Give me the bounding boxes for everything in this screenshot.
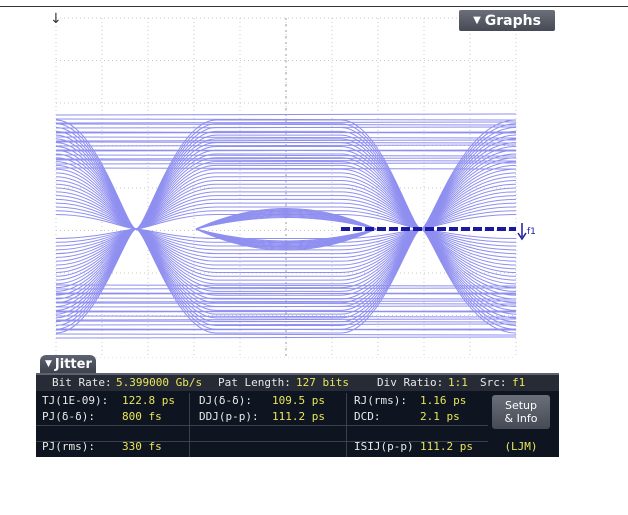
eye-trace — [55, 287, 517, 290]
eye-trace — [55, 292, 517, 295]
eye-trace — [55, 161, 517, 292]
eye-trace — [55, 302, 517, 305]
setup-label: Setup — [504, 399, 538, 412]
eye-trace — [55, 144, 517, 147]
eye-trace — [55, 315, 517, 318]
eye-trace — [55, 183, 517, 270]
jitter-info-row: Bit Rate: 5.399000 Gb/s Pat Length: 127 … — [36, 375, 559, 391]
rj-rms-label: RJ(rms): — [354, 394, 407, 407]
eye-trace — [55, 214, 517, 239]
dj-value: 109.5 ps — [272, 394, 325, 407]
window-top-border — [0, 6, 628, 7]
src-value: f1 — [512, 376, 526, 389]
eye-trace — [55, 333, 517, 336]
pj-rms-value: 330 fs — [122, 440, 162, 453]
tj-label: TJ(1E-09): — [42, 394, 109, 407]
div-ratio-label: Div Ratio: — [377, 376, 444, 389]
eye-trace — [55, 198, 517, 255]
ljm-label: (LJM) — [504, 440, 538, 453]
bit-rate-value: 5.399000 Gb/s — [116, 376, 203, 389]
graphs-menu-button[interactable]: ▼ Graphs — [459, 10, 555, 31]
pj-label: PJ(δ-δ): — [42, 410, 95, 423]
eye-trace — [55, 139, 517, 142]
eye-trace — [55, 159, 517, 162]
eye-trace — [55, 131, 517, 134]
div-ratio-value: 1:1 — [448, 376, 468, 389]
collapse-triangle-icon: ▼ — [45, 359, 52, 369]
eye-trace — [195, 217, 377, 230]
eye-trace — [55, 167, 517, 170]
setup-info-button[interactable]: Setup & Info — [492, 395, 550, 429]
pat-length-value: 127 bits — [296, 376, 349, 389]
jitter-tab-label: Jitter — [54, 356, 92, 372]
ddj-label: DDJ(p-p): — [199, 410, 259, 423]
info-label: & Info — [504, 412, 538, 425]
measurement-marker: f1 — [341, 223, 536, 241]
eye-trace — [55, 179, 517, 274]
dcd-value: 2.1 ps — [420, 410, 460, 423]
eye-trace — [55, 202, 517, 251]
eye-trace — [55, 113, 517, 116]
row-divider — [36, 425, 488, 426]
eye-trace — [55, 191, 517, 262]
row-divider — [36, 441, 488, 442]
rj-rms-value: 1.16 ps — [420, 394, 467, 407]
pat-length-label: Pat Length: — [218, 376, 291, 389]
graphs-button-label: Graphs — [484, 12, 541, 29]
eye-trace — [55, 206, 517, 247]
eye-trace — [55, 206, 517, 247]
dcd-label: DCD: — [354, 410, 381, 423]
eye-trace — [55, 318, 517, 321]
eye-trace — [55, 157, 517, 160]
eye-traces — [55, 113, 517, 339]
eye-trace — [55, 202, 517, 251]
eye-trace — [55, 323, 517, 326]
eye-trace — [55, 336, 517, 339]
src-label: Src: — [480, 376, 507, 389]
pj-value: 800 fs — [122, 410, 162, 423]
trigger-arrow-icon: ↓ — [50, 11, 62, 27]
eye-trace — [55, 162, 517, 165]
eye-trace — [55, 121, 517, 124]
dropdown-triangle-icon: ▼ — [473, 15, 481, 26]
eye-trace — [55, 195, 517, 258]
tj-value: 122.8 ps — [122, 394, 175, 407]
ddj-value: 111.2 ps — [272, 410, 325, 423]
eye-trace — [55, 198, 517, 255]
eye-trace — [55, 136, 517, 139]
pj-rms-label: PJ(rms): — [42, 440, 95, 453]
eye-trace — [195, 228, 377, 242]
eye-trace — [55, 154, 517, 157]
eye-trace — [55, 195, 517, 258]
jitter-panel-body: Bit Rate: 5.399000 Gb/s Pat Length: 127 … — [36, 373, 559, 457]
eye-diagram-plot: f1 — [55, 17, 536, 358]
marker-label: f1 — [527, 227, 536, 237]
jitter-panel: ▼ Jitter Bit Rate: 5.399000 Gb/s Pat Len… — [36, 355, 559, 457]
isij-label: ISIJ(p-p) — [354, 440, 414, 453]
isij-value: 111.2 ps — [420, 440, 473, 453]
eye-trace — [55, 300, 517, 303]
eye-trace — [55, 191, 517, 262]
dj-label: DJ(δ-δ): — [199, 394, 252, 407]
eye-trace — [55, 187, 517, 266]
oscilloscope-display: f1 ↓ ▼ Graphs ▼ Jitter Bit Rate: 5.39900… — [36, 8, 559, 457]
eye-trace — [55, 123, 517, 126]
eye-trace — [55, 284, 517, 287]
eye-trace — [55, 310, 517, 313]
bit-rate-label: Bit Rate: — [52, 376, 112, 389]
jitter-tab[interactable]: ▼ Jitter — [40, 355, 96, 373]
marker-arrow-head-icon — [517, 232, 527, 241]
